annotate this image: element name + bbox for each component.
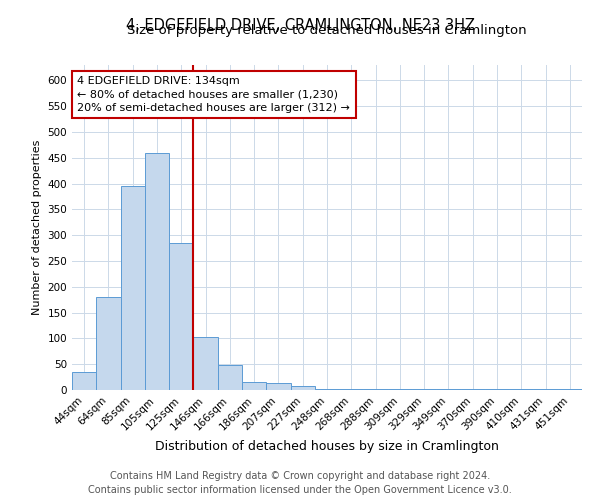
Bar <box>169 243 193 390</box>
Bar <box>242 382 266 390</box>
Bar <box>193 337 218 390</box>
Bar <box>121 186 145 390</box>
Text: 4, EDGEFIELD DRIVE, CRAMLINGTON, NE23 3HZ: 4, EDGEFIELD DRIVE, CRAMLINGTON, NE23 3H… <box>125 18 475 32</box>
Bar <box>96 297 121 390</box>
Text: Contains HM Land Registry data © Crown copyright and database right 2024.
Contai: Contains HM Land Registry data © Crown c… <box>88 471 512 495</box>
X-axis label: Distribution of detached houses by size in Cramlington: Distribution of detached houses by size … <box>155 440 499 453</box>
Bar <box>145 152 169 390</box>
Y-axis label: Number of detached properties: Number of detached properties <box>32 140 42 315</box>
Title: Size of property relative to detached houses in Cramlington: Size of property relative to detached ho… <box>127 24 527 38</box>
Bar <box>72 372 96 390</box>
Text: 4 EDGEFIELD DRIVE: 134sqm
← 80% of detached houses are smaller (1,230)
20% of se: 4 EDGEFIELD DRIVE: 134sqm ← 80% of detac… <box>77 76 350 113</box>
Bar <box>290 386 315 390</box>
Bar <box>266 384 290 390</box>
Bar <box>218 365 242 390</box>
